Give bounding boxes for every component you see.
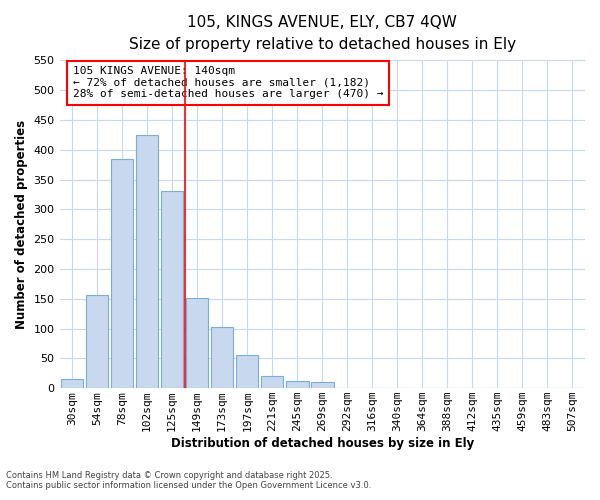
Bar	[61, 379, 83, 388]
Bar	[211, 328, 233, 388]
Y-axis label: Number of detached properties: Number of detached properties	[15, 120, 28, 329]
Bar	[236, 356, 259, 388]
Bar	[161, 192, 184, 388]
Bar	[311, 382, 334, 388]
Title: 105, KINGS AVENUE, ELY, CB7 4QW
Size of property relative to detached houses in : 105, KINGS AVENUE, ELY, CB7 4QW Size of …	[129, 15, 516, 52]
Bar	[261, 376, 283, 388]
Bar	[286, 381, 308, 388]
Bar	[86, 294, 109, 388]
Text: 105 KINGS AVENUE: 140sqm
← 72% of detached houses are smaller (1,182)
28% of sem: 105 KINGS AVENUE: 140sqm ← 72% of detach…	[73, 66, 383, 100]
Bar	[186, 298, 208, 388]
X-axis label: Distribution of detached houses by size in Ely: Distribution of detached houses by size …	[170, 437, 474, 450]
Bar	[136, 135, 158, 388]
Text: Contains HM Land Registry data © Crown copyright and database right 2025.
Contai: Contains HM Land Registry data © Crown c…	[6, 470, 371, 490]
Bar	[111, 158, 133, 388]
